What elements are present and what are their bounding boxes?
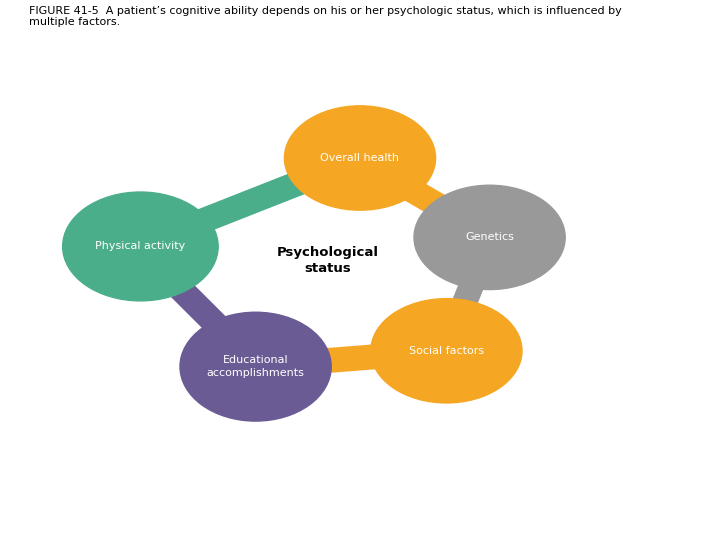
Text: Genetics: Genetics	[465, 232, 514, 242]
Text: Copyright © 2015, 2011 by Pearson Education, Inc
All Rights Reserve: Copyright © 2015, 2011 by Pearson Educat…	[432, 505, 626, 526]
Ellipse shape	[180, 312, 331, 421]
Text: PEARSON: PEARSON	[616, 508, 698, 523]
Text: Social factors: Social factors	[409, 346, 484, 356]
Ellipse shape	[414, 185, 565, 289]
Text: Overall health: Overall health	[320, 153, 400, 163]
Text: ALWAYS
LEARNING: ALWAYS LEARNING	[4, 505, 63, 526]
Text: Educational
accomplishments: Educational accomplishments	[207, 355, 305, 378]
Ellipse shape	[284, 106, 436, 210]
Text: Psychological
status: Psychological status	[276, 246, 379, 274]
Text: Physical activity: Physical activity	[95, 241, 186, 252]
Ellipse shape	[371, 299, 522, 403]
Text: Pearson's Comprehensive Medical Assisting:
Administrative and Clinical Competenc: Pearson's Comprehensive Medical Assistin…	[158, 500, 370, 532]
Ellipse shape	[63, 192, 218, 301]
Text: FIGURE 41-5  A patient’s cognitive ability depends on his or her psychologic sta: FIGURE 41-5 A patient’s cognitive abilit…	[29, 5, 621, 27]
